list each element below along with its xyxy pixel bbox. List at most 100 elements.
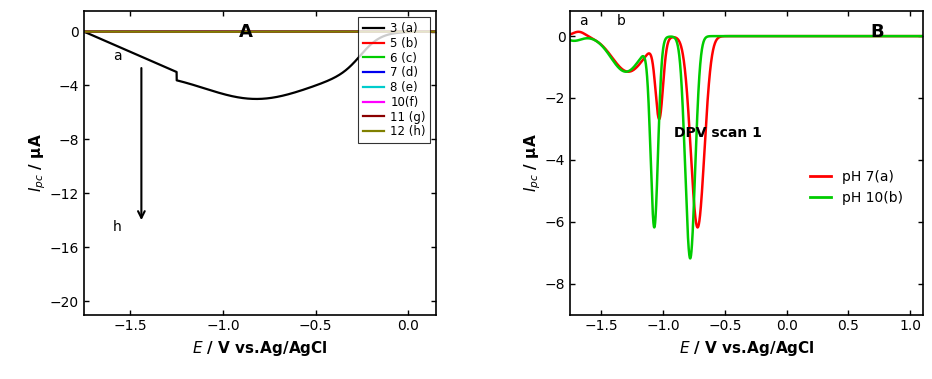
10(f) — [386, 29, 397, 34]
10(f) — [431, 29, 442, 34]
pH 10(b) — [565, 38, 576, 42]
5 (b) — [78, 29, 89, 34]
7 (d) — [431, 29, 442, 34]
10(f) — [191, 29, 202, 34]
pH 10(b) — [889, 34, 900, 38]
6 (c) — [118, 29, 130, 34]
6 (c) — [386, 29, 397, 34]
8 (e) — [229, 29, 240, 34]
pH 7(a) — [733, 34, 744, 38]
pH 10(b) — [716, 34, 727, 38]
11 (g) — [424, 29, 435, 34]
3 (a) — [424, 29, 435, 34]
11 (g) — [386, 29, 397, 34]
7 (d) — [118, 29, 130, 34]
12 (h) — [213, 30, 225, 34]
10(f) — [424, 29, 435, 34]
3 (a) — [78, 29, 89, 34]
pH 10(b) — [713, 34, 724, 38]
pH 10(b) — [733, 34, 744, 38]
Line: 3 (a): 3 (a) — [84, 31, 436, 99]
6 (c) — [213, 29, 225, 34]
Text: B: B — [870, 23, 884, 41]
11 (g) — [229, 29, 240, 34]
Y-axis label: $I_{pc}$ / μA: $I_{pc}$ / μA — [28, 134, 48, 192]
pH 10(b) — [821, 34, 832, 38]
X-axis label: $E$ / V vs.Ag/AgCl: $E$ / V vs.Ag/AgCl — [678, 339, 815, 358]
pH 10(b) — [917, 34, 928, 38]
pH 7(a) — [716, 34, 727, 39]
11 (g) — [213, 29, 225, 34]
8 (e) — [386, 29, 397, 34]
11 (g) — [78, 29, 89, 34]
11 (g) — [189, 29, 200, 34]
6 (c) — [229, 29, 240, 34]
3 (a) — [431, 29, 442, 34]
pH 10(b) — [685, 256, 696, 261]
12 (h) — [229, 29, 240, 34]
6 (c) — [78, 29, 89, 34]
3 (a) — [213, 91, 225, 95]
Line: pH 10(b): pH 10(b) — [570, 36, 923, 258]
pH 7(a) — [889, 34, 900, 38]
7 (d) — [386, 29, 397, 34]
11 (g) — [118, 29, 130, 34]
12 (h) — [424, 29, 435, 34]
8 (e) — [424, 29, 435, 34]
Text: a: a — [580, 14, 588, 28]
7 (d) — [184, 29, 195, 34]
3 (a) — [118, 47, 130, 52]
Text: a: a — [113, 49, 121, 63]
10(f) — [140, 29, 151, 34]
Text: A: A — [240, 23, 253, 41]
pH 7(a) — [573, 30, 584, 34]
5 (b) — [118, 29, 130, 34]
10(f) — [213, 29, 225, 34]
5 (b) — [386, 29, 397, 34]
Text: b: b — [616, 14, 625, 28]
11 (g) — [140, 29, 151, 34]
8 (e) — [191, 29, 202, 34]
7 (d) — [213, 29, 225, 34]
10(f) — [229, 29, 240, 34]
6 (c) — [424, 29, 435, 34]
8 (e) — [78, 29, 89, 34]
8 (e) — [140, 29, 151, 34]
3 (a) — [140, 56, 151, 61]
7 (d) — [140, 29, 151, 34]
8 (e) — [213, 29, 225, 34]
pH 7(a) — [917, 34, 928, 38]
8 (e) — [431, 29, 442, 34]
5 (b) — [213, 29, 225, 34]
10(f) — [118, 29, 130, 34]
12 (h) — [140, 29, 151, 34]
3 (a) — [228, 94, 240, 99]
12 (h) — [78, 29, 89, 34]
7 (d) — [229, 29, 240, 34]
Text: h: h — [113, 220, 122, 234]
12 (h) — [386, 29, 397, 34]
3 (a) — [386, 31, 397, 36]
10(f) — [78, 29, 89, 34]
6 (c) — [431, 29, 442, 34]
Legend: 3 (a), 5 (b), 6 (c), 7 (d), 8 (e), 10(f), 11 (g), 12 (h): 3 (a), 5 (b), 6 (c), 7 (d), 8 (e), 10(f)… — [358, 17, 431, 143]
pH 7(a) — [565, 32, 576, 37]
7 (d) — [78, 29, 89, 34]
Legend: pH 7(a), pH 10(b): pH 7(a), pH 10(b) — [804, 164, 909, 210]
Line: pH 7(a): pH 7(a) — [570, 32, 923, 227]
X-axis label: $E$ / V vs.Ag/AgCl: $E$ / V vs.Ag/AgCl — [192, 339, 328, 358]
7 (d) — [424, 29, 435, 34]
5 (b) — [229, 29, 240, 34]
5 (b) — [167, 29, 178, 34]
12 (h) — [431, 29, 442, 34]
pH 10(b) — [906, 34, 917, 38]
8 (e) — [118, 29, 130, 34]
Text: DPV scan 1: DPV scan 1 — [675, 126, 762, 139]
12 (h) — [118, 29, 130, 34]
6 (c) — [189, 29, 200, 34]
pH 7(a) — [713, 35, 724, 40]
5 (b) — [424, 29, 435, 34]
pH 7(a) — [692, 225, 703, 230]
pH 7(a) — [907, 34, 918, 38]
5 (b) — [431, 29, 442, 34]
